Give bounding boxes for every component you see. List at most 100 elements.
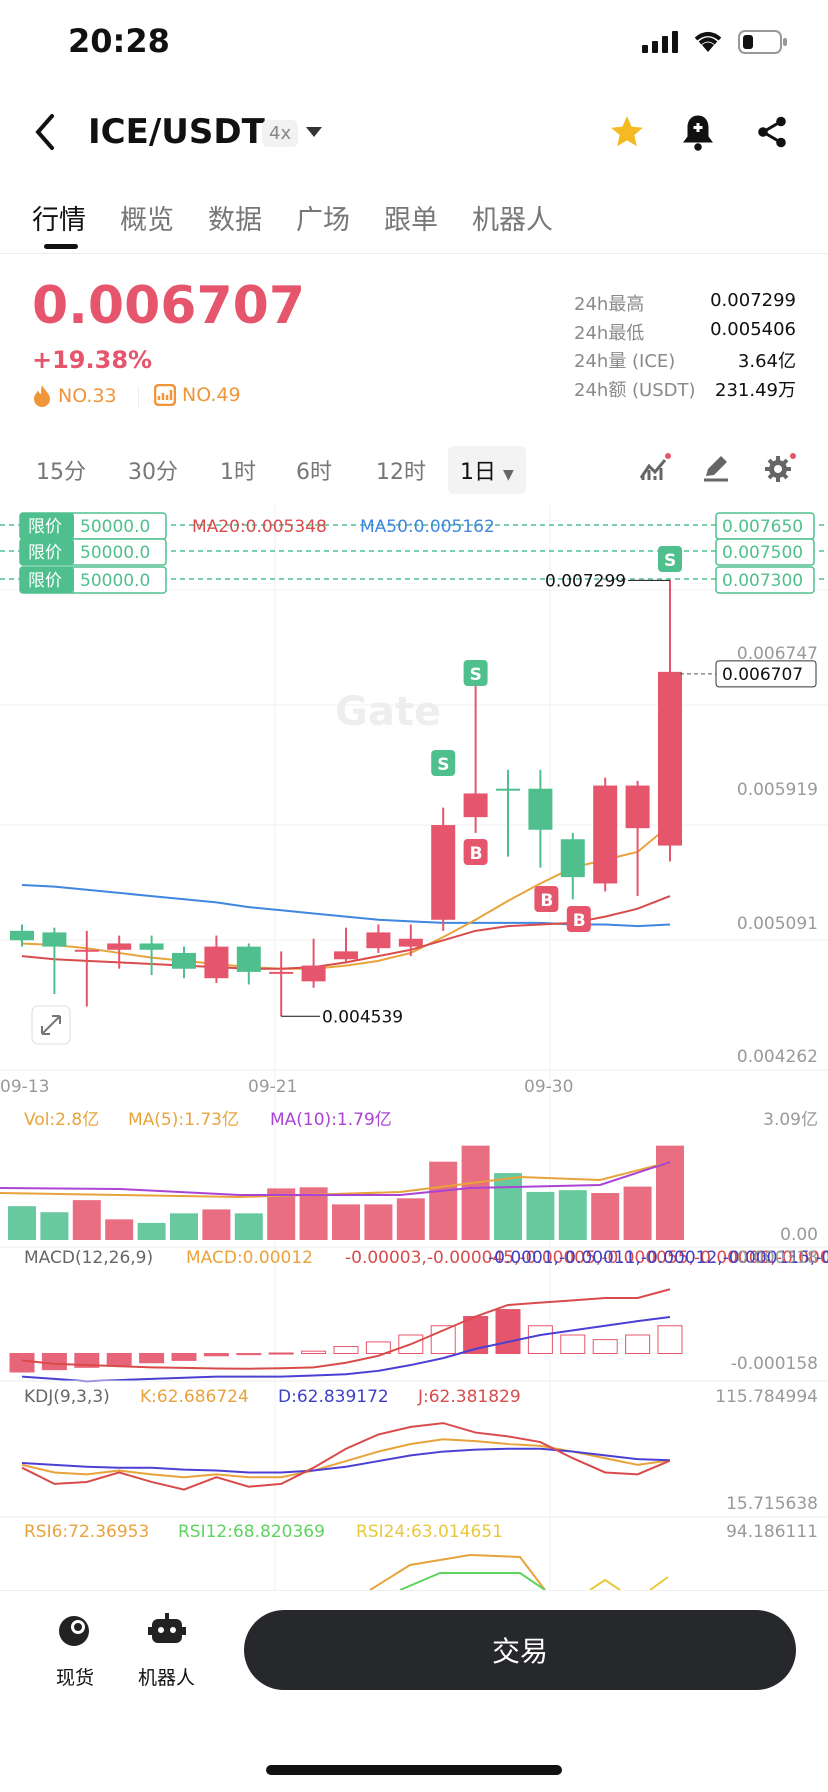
- stat-row: 24h额 (USDT) 231.49万: [574, 376, 796, 405]
- candle-body: [658, 671, 682, 846]
- y-axis-tick: 0.005091: [737, 914, 818, 934]
- interval-bar: 15分 30分 1时 6时 12时 1日 ▼: [0, 438, 828, 498]
- robot-label[interactable]: 机器人: [138, 1667, 196, 1689]
- pair-title[interactable]: ICE/USDT: [88, 112, 265, 152]
- volume-bar: [656, 1145, 684, 1240]
- limit-order-tag-bg: [20, 539, 74, 565]
- robot-nav[interactable]: [148, 1613, 186, 1653]
- kdj-d-line: [21, 1447, 671, 1474]
- macd-histogram-bar: [560, 1334, 586, 1354]
- tab-copy-trading[interactable]: 跟单: [384, 205, 438, 236]
- candle-body: [593, 785, 618, 884]
- volume-bar: [461, 1145, 490, 1240]
- limit-order-price-box: [715, 538, 815, 566]
- macd-histogram-bar: [106, 1352, 132, 1366]
- limit-order-qty: 50000.0: [80, 543, 150, 563]
- spot-nav[interactable]: [56, 1613, 92, 1653]
- candle-body: [366, 932, 391, 949]
- volume-bar: [591, 1193, 620, 1240]
- limit-order-price: 0.007500: [722, 543, 803, 563]
- macd-histogram-bar: [171, 1352, 197, 1361]
- volume-bar: [623, 1186, 652, 1240]
- low-price-label: 0.004539: [322, 1007, 403, 1027]
- limit-order-tag: 限价: [28, 517, 62, 537]
- battery-icon: [738, 30, 787, 54]
- trade-button[interactable]: 交易: [244, 1610, 796, 1690]
- macd-histogram-bar: [657, 1325, 683, 1354]
- favorite-star-icon[interactable]: [608, 113, 646, 151]
- interval-1d[interactable]: 1日 ▼: [448, 446, 526, 494]
- draw-pen-icon[interactable]: [700, 452, 732, 484]
- tab-robot[interactable]: 机器人: [472, 205, 553, 236]
- kdj-min-label: 15.715638: [726, 1494, 818, 1514]
- home-indicator: [266, 1765, 562, 1775]
- candle-body: [625, 785, 650, 829]
- volume-ma5-label: MA(5):1.73亿: [128, 1110, 239, 1130]
- rsi6-value: RSI6:72.36953: [24, 1522, 149, 1542]
- dif-value: -0.00003,-0.000045,-0.00005,-0.000055,-0…: [345, 1248, 828, 1268]
- back-icon[interactable]: [30, 112, 58, 152]
- y-axis-tick: 0.005919: [737, 780, 818, 800]
- volume-label: Vol:2.8亿: [24, 1110, 99, 1130]
- interval-15m[interactable]: 15分: [36, 460, 86, 485]
- candle-body: [496, 788, 520, 791]
- volume-bar: [202, 1209, 231, 1240]
- candle-body: [269, 971, 294, 974]
- kline-chart[interactable]: Gate 限价 50000.0 0.007650 限价 50000.0 0.007500 限价…: [0, 505, 828, 1590]
- ticker-stats: 24h最高 0.007299 24h最低 0.005406 24h量 (ICE) 3.…: [574, 290, 796, 404]
- volume-bar: [332, 1204, 360, 1240]
- dea-value: -0.0001,-0.00011,-0.00012,-0.000115,-0.0…: [488, 1248, 828, 1268]
- volume-max-label: 3.09亿: [763, 1110, 818, 1130]
- kdj-k-value: K:62.686724: [140, 1387, 249, 1407]
- status-icons: [642, 30, 788, 54]
- buy-marker-bg: [463, 839, 488, 865]
- stat-label: 24h最低: [574, 322, 645, 344]
- indicator-icon[interactable]: [638, 452, 672, 484]
- tab-overview[interactable]: 概览: [120, 205, 174, 236]
- stat-value: 231.49万: [715, 379, 796, 401]
- status-time: 20:28: [68, 22, 170, 60]
- tab-data[interactable]: 数据: [208, 205, 262, 236]
- interval-6h[interactable]: 6时: [296, 460, 332, 485]
- last-price: 0.006707: [32, 276, 306, 336]
- stat-row: 24h量 (ICE) 3.64亿: [574, 347, 796, 376]
- share-icon[interactable]: [754, 113, 790, 151]
- rsi6-line: [369, 1553, 546, 1590]
- stat-label: 24h额 (USDT): [574, 379, 696, 401]
- volume-bar: [364, 1204, 393, 1240]
- hot-rank[interactable]: NO.33: [32, 384, 117, 408]
- candle-body: [74, 949, 99, 952]
- candle-body: [42, 932, 67, 947]
- gain-rank-text: NO.49: [182, 384, 241, 406]
- chart-settings-gear-icon[interactable]: [762, 452, 796, 484]
- stat-label: 24h最高: [574, 294, 645, 315]
- volume-ma5-line: [0, 1161, 671, 1199]
- candle-body: [107, 943, 132, 950]
- robot-icon: [148, 1613, 186, 1643]
- limit-order-tag: 限价: [28, 571, 62, 591]
- interval-30m[interactable]: 30分: [128, 460, 178, 485]
- macd-histogram-bar: [203, 1352, 229, 1357]
- kdj-d-value: D:62.839172: [278, 1387, 389, 1407]
- volume-bar: [8, 1206, 36, 1240]
- macd-histogram-bar: [625, 1334, 651, 1354]
- ma20-label: MA20:0.005348: [192, 517, 327, 537]
- stat-row: 24h最高 0.007299: [574, 290, 796, 319]
- pair-dropdown-icon[interactable]: [305, 126, 323, 138]
- volume-min-label: 0.00: [780, 1225, 818, 1245]
- sell-marker-bg: [658, 546, 682, 572]
- price-alert-icon[interactable]: [680, 112, 716, 152]
- x-axis-tick: 09-30: [524, 1077, 573, 1097]
- watermark-text: Gate: [335, 689, 441, 735]
- tab-square[interactable]: 广场: [296, 205, 350, 236]
- volume-bar: [494, 1173, 522, 1240]
- interval-1h[interactable]: 1时: [220, 460, 256, 485]
- rsi12-line: [399, 1572, 546, 1590]
- interval-12h[interactable]: 12时: [376, 460, 426, 485]
- dif-line: [21, 1288, 671, 1370]
- gain-rank[interactable]: NO.49: [154, 384, 241, 406]
- high-price-label: 0.007299: [545, 571, 626, 591]
- tab-market[interactable]: 行情: [32, 205, 86, 236]
- interval-dropdown-icon: ▼: [503, 467, 514, 483]
- spot-label[interactable]: 现货: [56, 1667, 95, 1689]
